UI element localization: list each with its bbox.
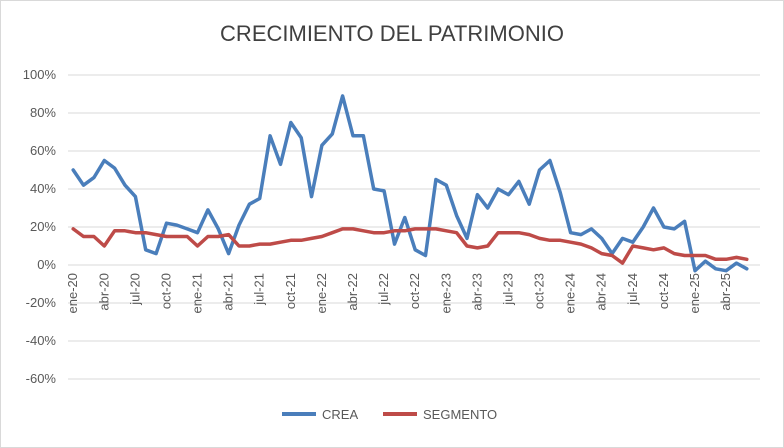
x-tick-label: jul-24 [625,273,640,306]
y-tick-label: -40% [26,333,57,348]
y-tick-label: 40% [30,181,56,196]
x-tick-label: abr-24 [594,273,609,311]
x-axis-tick-labels: ene-20 abr-20 jul-20 oct-20 ene-21 abr-21 jul-… [65,273,733,313]
legend: CREA SEGMENTO [282,407,497,422]
x-tick-label: oct-20 [158,273,173,309]
y-axis-tick-labels: 100% 80% 60% 40% 20% 0% -20% -40% -60% [23,67,57,386]
y-tick-label: -60% [26,371,57,386]
x-tick-label: jul-20 [127,273,142,306]
series-lines [71,94,749,273]
x-tick-label: ene-21 [190,273,205,313]
x-tick-label: ene-20 [65,273,80,313]
legend-label-segmento: SEGMENTO [423,407,497,422]
gridlines [68,74,760,380]
y-tick-label: -20% [26,295,57,310]
x-tick-label: jul-21 [252,273,267,306]
x-tick-label: abr-20 [96,273,111,311]
x-tick-label: ene-25 [687,273,702,313]
x-tick-label: ene-23 [438,273,453,313]
y-tick-label: 0% [37,257,56,272]
x-tick-label: oct-21 [283,273,298,309]
x-tick-label: ene-24 [563,273,578,313]
x-tick-label: abr-21 [221,273,236,311]
x-tick-label: oct-22 [407,273,422,309]
x-tick-label: abr-22 [345,273,360,311]
x-tick-label: abr-25 [718,273,733,311]
y-tick-label: 20% [30,219,56,234]
x-tick-label: abr-23 [469,273,484,311]
x-tick-label: oct-23 [532,273,547,309]
y-tick-label: 100% [23,67,57,82]
x-tick-label: jul-23 [500,273,515,306]
x-tick-label: jul-22 [376,273,391,306]
y-tick-label: 60% [30,143,56,158]
chart-title: CRECIMIENTO DEL PATRIMONIO [220,21,564,46]
series-line-crea [71,94,749,273]
y-tick-label: 80% [30,105,56,120]
series-line-segmento [71,227,749,265]
x-tick-label: oct-24 [656,273,671,309]
x-tick-label: ene-22 [314,273,329,313]
legend-label-crea: CREA [322,407,358,422]
